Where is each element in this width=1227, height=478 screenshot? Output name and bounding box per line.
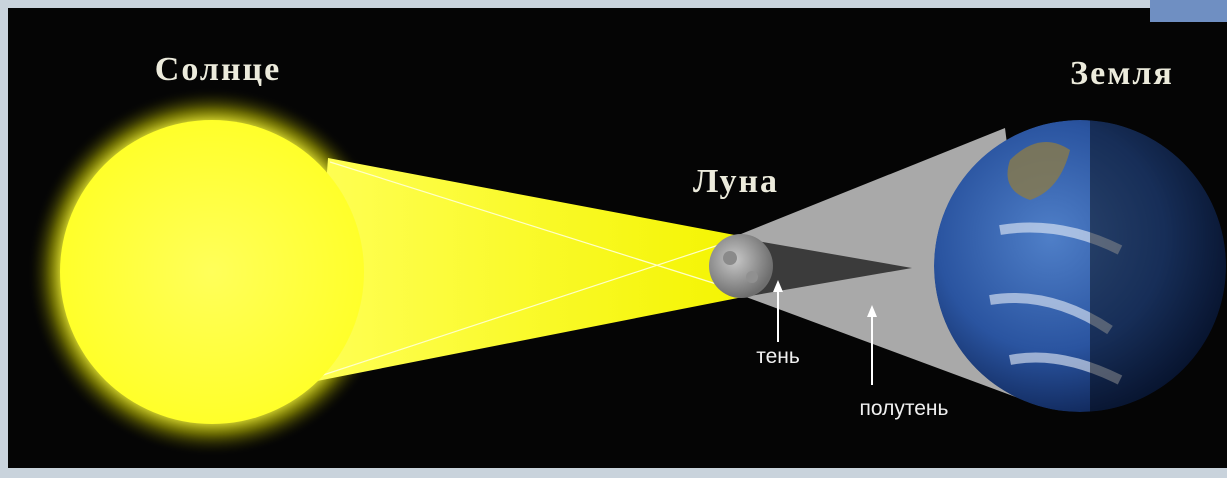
umbra-label: тень	[756, 345, 800, 368]
moon-label: Луна	[693, 163, 779, 200]
moon-crater	[746, 271, 758, 283]
moon	[709, 234, 773, 298]
earth-label: Земля	[1070, 55, 1174, 92]
sun	[60, 120, 364, 424]
corner-image	[1150, 0, 1227, 22]
moon-crater	[723, 251, 737, 265]
eclipse-diagram: Солнце Земля Луна тень полутень	[0, 0, 1227, 478]
sun-label: Солнце	[155, 51, 281, 88]
penumbra-label: полутень	[860, 397, 949, 420]
